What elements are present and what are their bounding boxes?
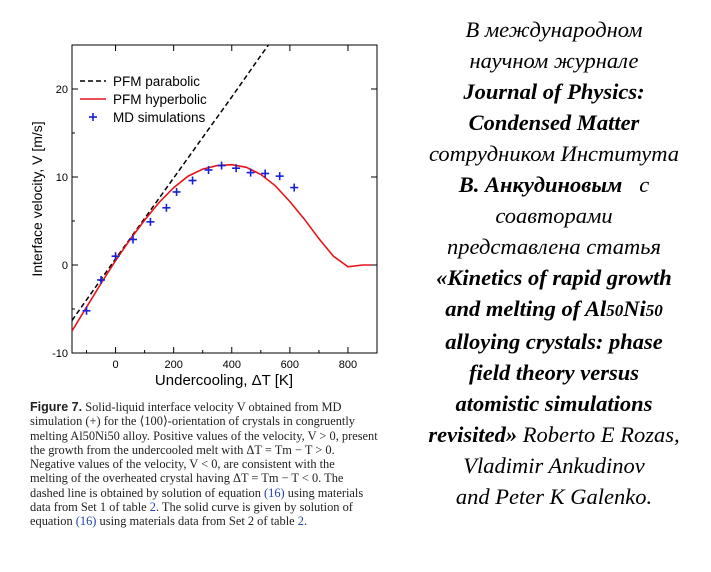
velocity-chart: 0 200 400 600 800 -10 0 10 20 PFM parabolic PFM h… xyxy=(29,44,378,389)
announcement-line: В международном xyxy=(465,17,643,42)
y-tick-label: 0 xyxy=(62,260,68,272)
md-simulation-point xyxy=(97,275,106,284)
md-simulation-point xyxy=(111,252,120,261)
journal-name: Journal of Physics: xyxy=(463,79,645,104)
caption-line: the growth from the undercooled melt wit… xyxy=(30,442,335,457)
equation-link[interactable]: (16) xyxy=(75,514,97,529)
authors: and Peter K Galenko. xyxy=(455,484,653,509)
caption-line: Negative values of the velocity, V < 0, … xyxy=(30,457,335,472)
md-simulation-point xyxy=(172,187,181,196)
md-simulation-point xyxy=(162,203,171,212)
x-tick-label: 0 xyxy=(113,359,119,371)
plot-frame xyxy=(71,44,378,354)
authors: Vladimir Ankudinov xyxy=(463,453,645,478)
x-axis-label: Undercooling, ΔT [K] xyxy=(155,372,293,389)
md-simulation-point xyxy=(275,172,284,181)
article-title: field theory versus xyxy=(469,360,639,385)
legend-entry: PFM parabolic xyxy=(80,74,200,89)
article-title: Ni xyxy=(623,296,646,321)
x-tick-label: 200 xyxy=(164,359,182,371)
article-announcement: В международном научном журнале Journal … xyxy=(402,14,706,512)
md-simulation-point xyxy=(129,235,137,244)
caption-line: melting Al50Ni50 alloy. Positive values … xyxy=(30,428,378,443)
article-title: atomistic simulations xyxy=(455,391,653,416)
x-tick-label: 600 xyxy=(281,359,299,371)
x-tick-label: 400 xyxy=(223,359,241,371)
legend-label: MD simulations xyxy=(113,110,206,125)
article-title: «Kinetics of rapid growth xyxy=(436,265,672,290)
announcement-line: с xyxy=(639,172,650,197)
caption-line: . xyxy=(303,514,308,529)
table-link[interactable]: 2 xyxy=(149,500,156,515)
y-axis-label: Interface velocity, V [m/s] xyxy=(29,121,45,276)
author-name: В. Анкудиновым xyxy=(458,172,623,197)
article-title: alloying crystals: phase xyxy=(445,329,663,354)
article-title: 50 xyxy=(606,301,624,320)
pfm-hyperbolic-line xyxy=(72,163,372,332)
caption-line: using materials xyxy=(287,485,364,500)
announcement-line: соавторами xyxy=(495,203,613,228)
caption-line: data from Set 1 of table xyxy=(30,500,147,515)
y-tick-label: -10 xyxy=(52,348,68,360)
legend-label: PFM hyperbolic xyxy=(113,92,207,107)
y-tick-label: 10 xyxy=(56,172,68,184)
legend-entry: PFM hyperbolic xyxy=(80,92,207,107)
md-simulation-point xyxy=(290,183,299,192)
article-title: revisited» xyxy=(428,422,518,447)
article-title: 50 xyxy=(645,301,663,320)
x-tick-label: 800 xyxy=(339,359,357,371)
announcement-line: сотрудником Института xyxy=(429,141,679,166)
caption-line: Solid-liquid interface velocity V obtain… xyxy=(85,400,342,414)
authors: Roberto E Rozas, xyxy=(522,422,680,447)
figure-caption: Figure 7. Solid-liquid interface velocit… xyxy=(30,400,378,529)
announcement-line: представлена статья xyxy=(447,234,661,259)
caption-line: . The solid curve is given by solution o… xyxy=(155,500,353,515)
caption-line: melting of the overheated crystal having… xyxy=(30,471,344,486)
md-simulation-point xyxy=(204,165,213,174)
y-tick-label: 20 xyxy=(56,84,68,96)
caption-line: using materials data from Set 2 of table xyxy=(99,514,295,529)
caption-line: dashed line is obtained by solution of e… xyxy=(30,485,261,500)
md-simulation-point xyxy=(246,168,255,177)
journal-name: Condensed Matter xyxy=(468,110,640,135)
table-link[interactable]: 2 xyxy=(297,514,304,529)
legend-entry: MD simulations xyxy=(89,110,206,125)
pfm-parabolic-line xyxy=(72,45,270,321)
md-simulation-point xyxy=(146,217,155,226)
announcement-line: научном журнале xyxy=(469,48,639,73)
md-simulation-point xyxy=(188,176,197,185)
legend-label: PFM parabolic xyxy=(113,74,200,89)
md-simulation-point xyxy=(261,169,270,178)
md-simulation-point xyxy=(82,306,91,315)
md-simulation-point xyxy=(232,164,241,173)
caption-line: equation xyxy=(30,514,73,529)
article-title: and melting of Al xyxy=(445,296,607,321)
md-simulation-point xyxy=(217,161,226,170)
equation-link[interactable]: (16) xyxy=(264,485,285,500)
figure-label: Figure 7. xyxy=(30,400,83,414)
caption-line: simulation (+) for the ⟨100⟩-orientation… xyxy=(30,414,355,429)
